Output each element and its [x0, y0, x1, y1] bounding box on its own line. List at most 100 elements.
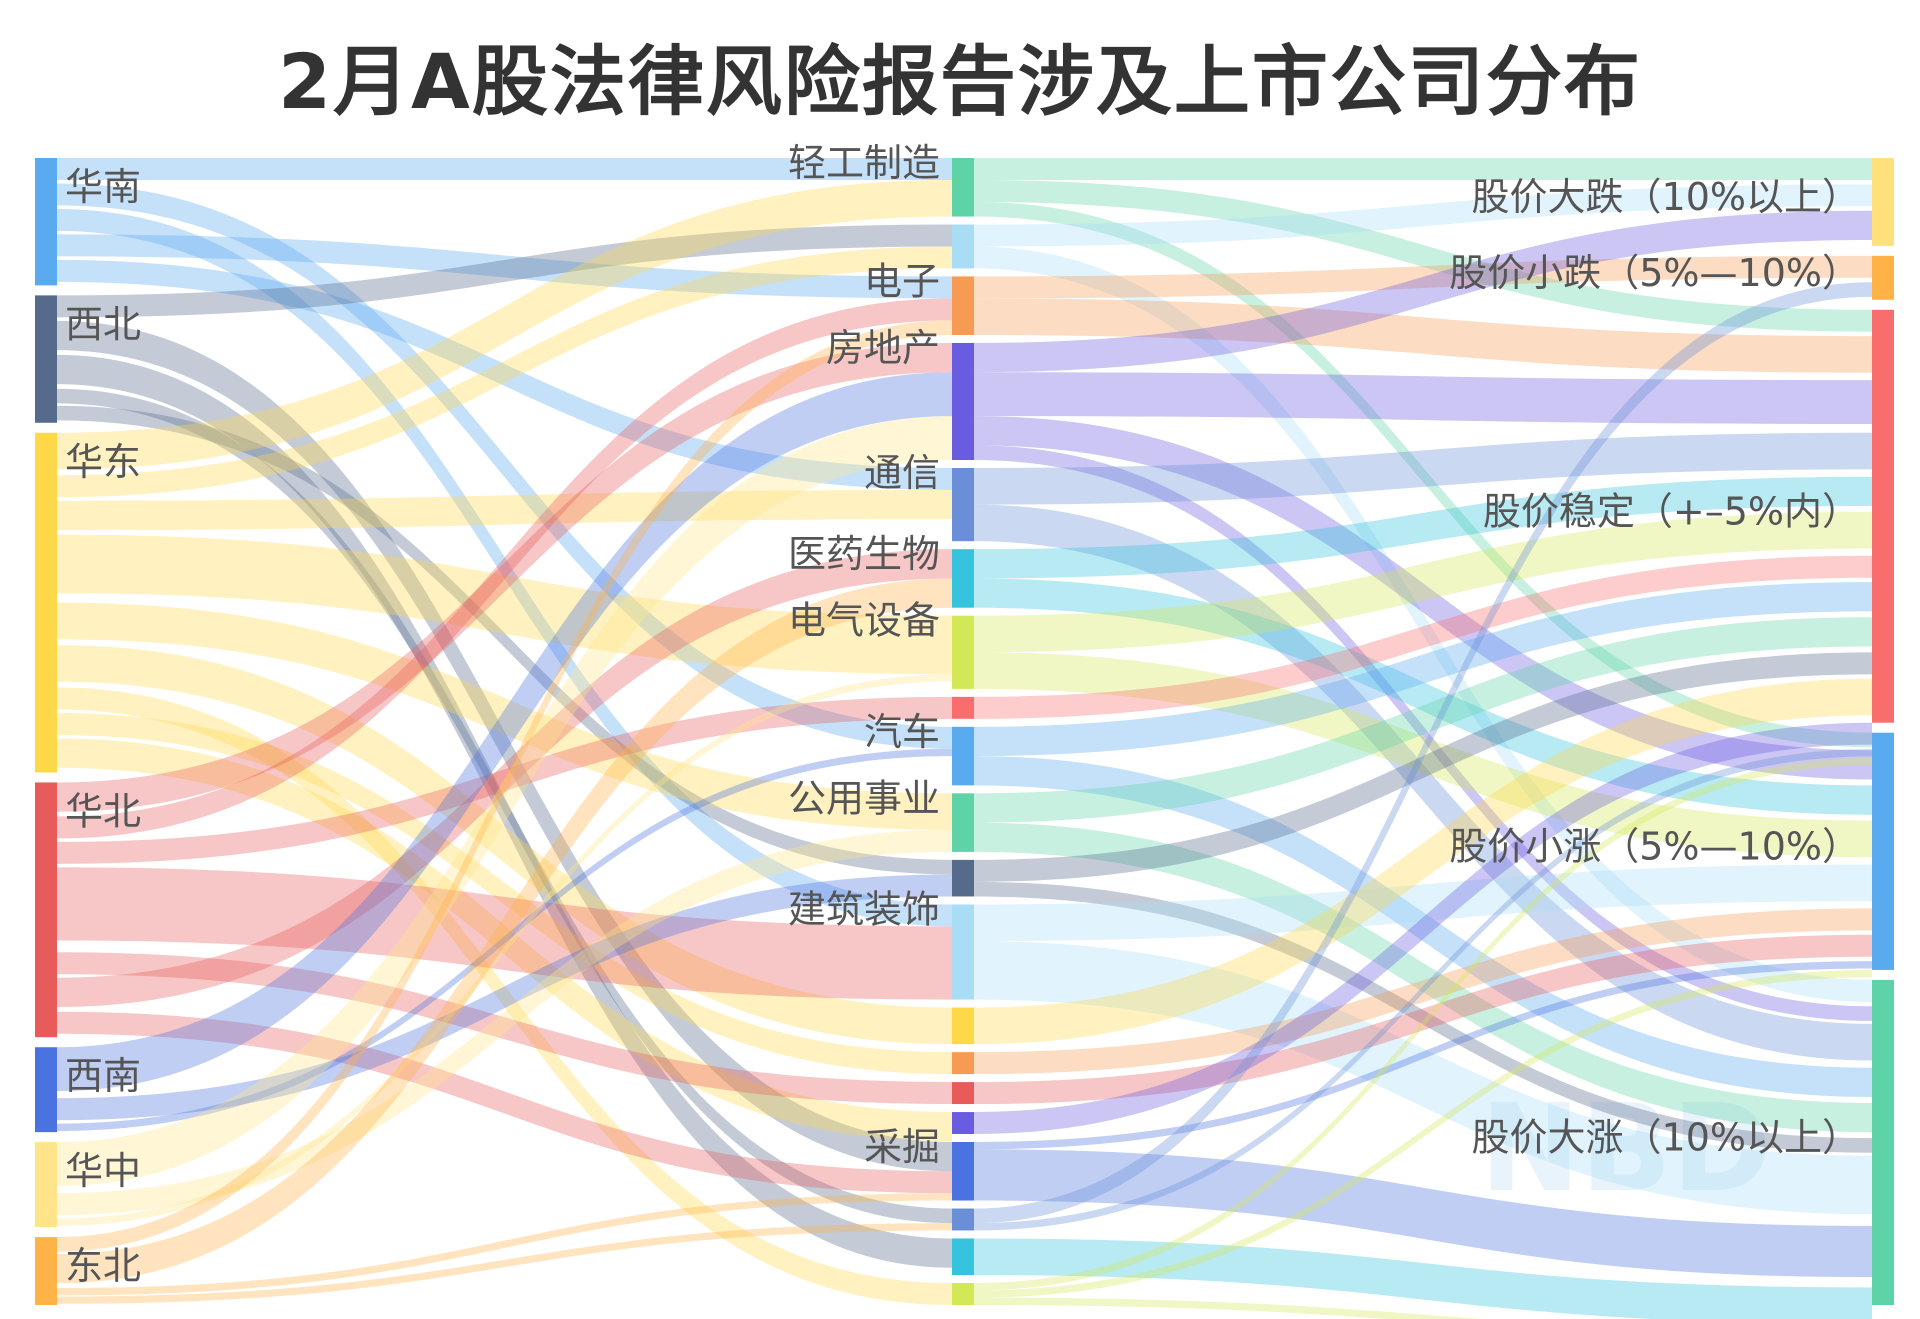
flow-link-region-3	[57, 234, 952, 299]
flow-link-outcome-20	[974, 617, 1872, 823]
industry-label-3: 房地产	[826, 326, 940, 370]
region-label-0: 华南	[65, 165, 141, 209]
flow-link-outcome-2	[974, 201, 1872, 748]
industry-node-0	[952, 158, 974, 217]
industry-outcome-links	[974, 158, 1872, 1319]
region-industry-links	[57, 158, 952, 1305]
flow-link-region-4	[57, 259, 952, 490]
flow-link-region-34	[57, 1193, 952, 1296]
industry-node-19	[952, 1283, 974, 1305]
flow-link-outcome-33	[974, 749, 1872, 1231]
flow-link-outcome-17	[974, 555, 1872, 719]
flow-link-region-16	[57, 687, 952, 1305]
outcome-node-4	[1872, 979, 1894, 1305]
flow-link-region-24	[57, 549, 952, 1008]
flow-link-region-14	[57, 602, 952, 830]
flow-link-region-15	[57, 645, 952, 1045]
flow-link-outcome-0	[974, 158, 1872, 180]
outcome-node-0	[1872, 158, 1894, 246]
flow-link-region-11	[57, 246, 952, 498]
region-label-2: 华东	[65, 440, 141, 484]
flow-link-outcome-12	[974, 504, 1872, 1061]
flow-link-outcome-27	[974, 908, 1872, 1075]
flow-link-region-7	[57, 354, 952, 1268]
flow-link-outcome-1	[974, 179, 1872, 332]
flow-link-outcome-36	[974, 969, 1872, 1298]
industry-node-17	[952, 1208, 974, 1231]
industry-node-10	[952, 859, 974, 897]
flow-link-outcome-10	[974, 445, 1872, 1021]
region-node-1	[35, 295, 57, 423]
industry-label-11: 建筑装饰	[788, 887, 940, 931]
flow-link-outcome-30	[974, 961, 1872, 1150]
flow-link-region-30	[57, 829, 952, 1216]
flow-link-region-6	[57, 320, 952, 1172]
flow-link-region-28	[57, 748, 952, 1131]
region-label-4: 西南	[65, 1054, 141, 1098]
flow-link-outcome-24	[974, 864, 1872, 942]
region-label-1: 西北	[65, 302, 141, 346]
industry-label-5: 医药生物	[788, 532, 940, 576]
flow-link-outcome-34	[974, 1238, 1872, 1319]
industry-node-16	[952, 1141, 974, 1201]
industry-label-9: 公用事业	[788, 776, 940, 820]
flow-link-region-35	[57, 1223, 952, 1304]
chart-title: 2月A股法律风险报告涉及上市公司分布	[278, 37, 1642, 126]
industry-node-4	[952, 468, 974, 542]
region-node-3	[35, 782, 57, 1038]
flow-link-outcome-8	[974, 372, 1872, 424]
industry-label-6: 电气设备	[788, 599, 940, 643]
flow-link-outcome-16	[974, 652, 1872, 858]
industry-node-2	[952, 276, 974, 335]
industry-node-13	[952, 1052, 974, 1075]
flow-link-region-2	[57, 208, 952, 927]
flow-link-outcome-5	[974, 255, 1872, 299]
flow-link-region-17	[57, 713, 952, 1075]
flow-link-outcome-28	[974, 934, 1872, 1105]
industry-node-5	[952, 549, 974, 608]
industry-node-8	[952, 726, 974, 786]
sankey-nodes	[35, 158, 1894, 1305]
flow-link-outcome-22	[974, 652, 1872, 882]
flow-link-outcome-18	[974, 582, 1872, 757]
flow-link-region-5	[57, 224, 952, 318]
flow-link-outcome-23	[974, 881, 1872, 1153]
flow-link-region-25	[57, 1011, 952, 1194]
industry-node-12	[952, 1007, 974, 1045]
flow-link-region-31	[57, 674, 952, 1226]
industry-label-8: 汽车	[864, 710, 940, 754]
flow-link-region-1	[57, 183, 952, 749]
industry-node-18	[952, 1238, 974, 1276]
region-node-5	[35, 1142, 57, 1228]
industry-node-14	[952, 1082, 974, 1105]
outcome-label-4: 股价大涨（10%以上）	[1472, 1115, 1860, 1159]
flow-link-region-23	[57, 952, 952, 1105]
flow-link-outcome-4	[974, 246, 1872, 1002]
flow-link-region-22	[57, 867, 952, 1000]
flow-link-outcome-15	[974, 511, 1872, 653]
watermark-text: NBD	[1480, 1080, 1772, 1219]
industry-label-4: 通信	[864, 451, 940, 495]
flow-link-outcome-29	[974, 722, 1872, 1134]
flow-link-outcome-32	[974, 282, 1872, 1224]
flow-link-region-29	[57, 416, 952, 1187]
flow-link-outcome-25	[974, 941, 1872, 1215]
region-label-6: 东北	[65, 1244, 141, 1288]
flow-link-region-10	[57, 179, 952, 470]
outcome-label-2: 股价稳定（+–5%内）	[1483, 489, 1860, 533]
region-node-0	[35, 158, 57, 286]
flow-link-region-27	[57, 874, 952, 1121]
flow-link-region-13	[57, 534, 952, 675]
flow-link-outcome-19	[974, 756, 1872, 1098]
industry-node-15	[952, 1112, 974, 1134]
industry-label-0: 轻工制造	[788, 141, 940, 185]
flow-link-outcome-13	[974, 476, 1872, 579]
region-node-2	[35, 432, 57, 773]
region-label-3: 华北	[65, 789, 141, 833]
flow-link-outcome-37	[974, 1297, 1485, 1319]
flow-link-outcome-9	[974, 416, 1872, 780]
industry-label-2: 电子	[864, 259, 940, 303]
flow-link-region-12	[57, 489, 952, 530]
